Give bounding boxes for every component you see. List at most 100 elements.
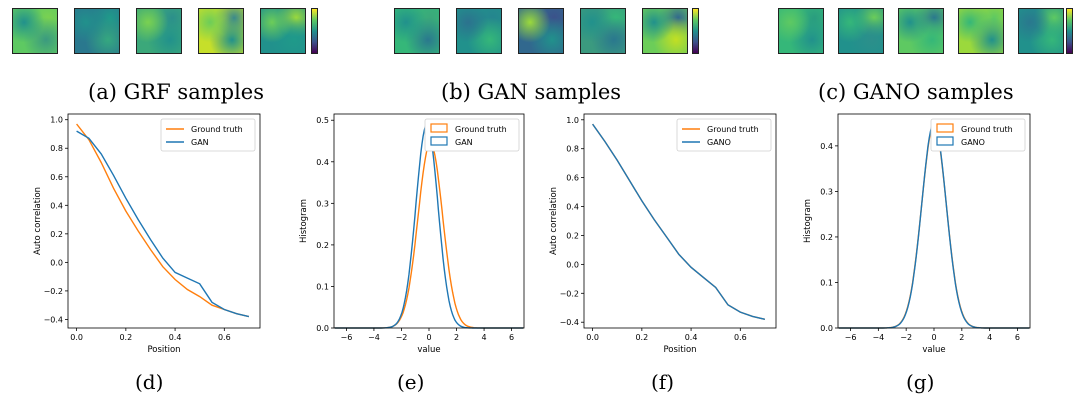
y-tick-label: 0.2 bbox=[316, 241, 329, 250]
grf-sample-panel bbox=[12, 8, 58, 54]
y-tick-label: 0.1 bbox=[316, 282, 329, 291]
x-tick-label: 0 bbox=[426, 333, 431, 342]
x-tick-label: −6 bbox=[845, 333, 857, 342]
x-tick-label: 4 bbox=[987, 333, 992, 342]
y-tick-label: 0.6 bbox=[50, 173, 63, 182]
y-tick-label: 1.0 bbox=[566, 116, 579, 125]
x-tick-label: 6 bbox=[509, 333, 514, 342]
series-line-gano bbox=[838, 122, 1030, 329]
y-axis-label: Histogram bbox=[299, 199, 309, 243]
legend-box bbox=[676, 118, 772, 152]
series-line-gan bbox=[76, 130, 250, 318]
x-tick-label: 0.2 bbox=[119, 333, 132, 342]
legend-label: GANO bbox=[961, 138, 985, 147]
x-tick-label: −4 bbox=[368, 333, 380, 342]
y-tick-label: 0.0 bbox=[50, 258, 63, 267]
y-tick-label: 0.4 bbox=[820, 142, 833, 151]
legend-label: Ground truth bbox=[961, 125, 1013, 134]
series-line-ground-truth bbox=[334, 142, 524, 329]
y-tick-label: 0.0 bbox=[820, 324, 833, 333]
series-line-ground-truth bbox=[838, 124, 1030, 329]
grf-sample-panel bbox=[260, 8, 306, 54]
x-tick-label: 0.4 bbox=[169, 333, 182, 342]
chart-hist-gano: −6 −4 −2 0 2 4 6 0.0 0.1 0.2 0.3 0.4 value Histogram G… bbox=[803, 113, 1031, 355]
x-tick-label: −4 bbox=[872, 333, 884, 342]
x-tick-label: 0 bbox=[931, 333, 936, 342]
legend: Ground truth GAN bbox=[424, 118, 520, 152]
y-tick-label: 0.4 bbox=[50, 201, 63, 210]
legend-label: Ground truth bbox=[191, 125, 243, 134]
gan-sample-panel bbox=[456, 8, 502, 54]
caption-d: (d) bbox=[135, 370, 164, 394]
y-axis-label: Histogram bbox=[803, 199, 813, 243]
x-tick-label: 0.4 bbox=[685, 333, 698, 342]
legend-box bbox=[160, 118, 256, 152]
gano-sample-panel bbox=[1018, 8, 1064, 54]
x-tick-label: 0.0 bbox=[70, 333, 83, 342]
y-axis-label: Auto correlation bbox=[549, 187, 559, 255]
caption-g: (g) bbox=[906, 370, 935, 394]
gano-sample-panel bbox=[958, 8, 1004, 54]
legend-label: GAN bbox=[191, 138, 209, 147]
caption-f: (f) bbox=[651, 370, 675, 394]
grf-sample-panel bbox=[74, 8, 120, 54]
x-tick-label: −2 bbox=[900, 333, 912, 342]
x-tick-label: −6 bbox=[340, 333, 352, 342]
y-tick-label: 0.2 bbox=[566, 231, 579, 240]
gan-samples-strip bbox=[386, 4, 704, 62]
y-tick-label: −0.2 bbox=[560, 289, 579, 298]
gan-sample-panel bbox=[580, 8, 626, 54]
y-tick-label: 0.1 bbox=[820, 278, 833, 287]
series-line-ground-truth bbox=[76, 123, 250, 318]
x-axis-label: Position bbox=[663, 345, 696, 355]
x-axis-label: value bbox=[417, 345, 440, 355]
x-axis-label: value bbox=[922, 345, 945, 355]
y-tick-label: 0.2 bbox=[820, 233, 833, 242]
gan-sample-panel bbox=[642, 8, 688, 54]
x-tick-label: 2 bbox=[454, 333, 459, 342]
gano-colorbar bbox=[1066, 8, 1073, 54]
x-tick-label: 0.6 bbox=[734, 333, 747, 342]
y-tick-label: 0.6 bbox=[566, 174, 579, 183]
y-tick-label: 0.0 bbox=[316, 324, 329, 333]
x-tick-label: 4 bbox=[482, 333, 487, 342]
x-tick-label: −2 bbox=[396, 333, 408, 342]
legend: Ground truth GANO bbox=[930, 118, 1026, 152]
y-tick-label: 0.5 bbox=[316, 116, 329, 125]
series-line-gano bbox=[592, 123, 766, 320]
gan-colorbar bbox=[692, 8, 699, 54]
y-tick-label: 0.0 bbox=[566, 260, 579, 269]
legend: Ground truth GANO bbox=[676, 118, 772, 152]
y-tick-label: 1.0 bbox=[50, 116, 63, 125]
gano-sample-panel bbox=[778, 8, 824, 54]
caption-a: (a) GRF samples bbox=[88, 80, 264, 104]
grf-colorbar bbox=[311, 8, 318, 54]
x-tick-label: 0.6 bbox=[218, 333, 231, 342]
gano-sample-panel bbox=[898, 8, 944, 54]
x-axis-label: Position bbox=[147, 345, 180, 355]
y-tick-label: −0.4 bbox=[44, 315, 63, 324]
legend-swatch bbox=[936, 123, 954, 133]
legend-swatch bbox=[936, 136, 954, 146]
y-axis-label: Auto correlation bbox=[33, 187, 43, 255]
grf-samples-strip bbox=[6, 4, 320, 62]
y-tick-label: 0.4 bbox=[316, 158, 329, 167]
gan-sample-panel bbox=[394, 8, 440, 54]
series-line-ground-truth bbox=[592, 123, 766, 320]
legend-box bbox=[424, 118, 520, 152]
legend-label: Ground truth bbox=[707, 125, 759, 134]
gan-sample-panel bbox=[518, 8, 564, 54]
y-tick-label: −0.2 bbox=[44, 287, 63, 296]
legend-swatch bbox=[430, 136, 448, 146]
y-tick-label: 0.8 bbox=[566, 145, 579, 154]
grf-sample-panel bbox=[136, 8, 182, 54]
y-tick-label: 0.4 bbox=[566, 203, 579, 212]
legend-swatch bbox=[430, 123, 448, 133]
chart-autocorr-gan: 0.0 0.2 0.4 0.6 −0.4 −0.2 0.0 0.2 0.4 0.6 0.8 1.0 Po… bbox=[33, 113, 261, 355]
series-line-gan bbox=[334, 123, 524, 329]
legend-box bbox=[930, 118, 1026, 152]
y-tick-label: 0.3 bbox=[820, 187, 833, 196]
caption-e: (e) bbox=[397, 370, 425, 394]
legend: Ground truth GAN bbox=[160, 118, 256, 152]
plot-frame bbox=[67, 113, 261, 329]
